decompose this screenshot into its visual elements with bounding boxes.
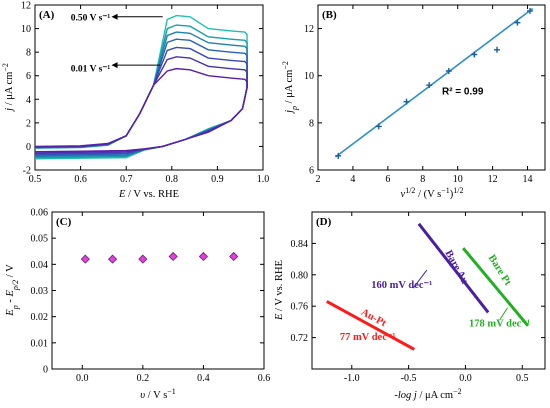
tafel-line bbox=[326, 300, 416, 351]
slope-label: 178 mV dec⁻¹ bbox=[469, 319, 530, 330]
x-tick-label: 0.0 bbox=[459, 373, 472, 384]
panel-label: (D) bbox=[316, 216, 332, 228]
x-tick-label: 0.5 bbox=[29, 174, 42, 185]
y-axis-label: E / V vs. RHE bbox=[274, 260, 285, 321]
x-tick-label: 0.4 bbox=[197, 373, 210, 384]
x-tick-label: -0.5 bbox=[401, 373, 417, 384]
y-tick-label: 10 bbox=[21, 24, 31, 35]
y-axis-label: jp / μA cm−2 bbox=[281, 61, 299, 115]
x-tick-label: 8 bbox=[420, 174, 425, 185]
x-tick-label: 4 bbox=[350, 174, 355, 185]
y-tick-label: 0.76 bbox=[291, 302, 309, 313]
x-tick-label: 0.9 bbox=[211, 174, 224, 185]
arrow-head bbox=[111, 13, 118, 20]
y-tick-label: 12 bbox=[21, 1, 31, 12]
y-tick-label: 0.84 bbox=[291, 239, 309, 250]
plot-frame bbox=[34, 4, 264, 171]
panel-a: 0.5 0.6 0.7 0.8 0.9 1.0 -2 0 2 4 6 8 10 12 (A) 0.50 V s… bbox=[1, 1, 270, 201]
data-point bbox=[229, 251, 239, 262]
tafel-line bbox=[417, 222, 490, 314]
y-axis-label: j / μA cm−2 bbox=[1, 63, 16, 113]
annotation-low-scan-rate: 0.01 V s⁻¹ bbox=[71, 65, 111, 75]
x-tick-label: 14 bbox=[523, 174, 533, 185]
y-tick-label: 0.72 bbox=[291, 333, 309, 344]
plot-frame bbox=[51, 211, 265, 370]
panel-label: (B) bbox=[322, 9, 337, 21]
data-point bbox=[198, 251, 208, 262]
y-tick-label: 6 bbox=[309, 166, 314, 177]
data-point bbox=[471, 51, 478, 58]
y-tick-label: 0.01 bbox=[31, 338, 49, 349]
panel-c: 0.0 0.2 0.4 0.6 0 0.01 0.02 0.03 0.04 0.05 0.06 (C)… bbox=[5, 208, 270, 402]
panel-b: 2 4 6 8 10 12 14 6 8 10 12 (B) R² = 0.99 v1/2 / (V s−… bbox=[281, 4, 546, 201]
x-tick-label: 0.6 bbox=[258, 373, 271, 384]
x-axis-label: υ / V s−1 bbox=[140, 387, 176, 402]
y-tick-label: 0.05 bbox=[31, 234, 49, 245]
r-squared-annotation: R² = 0.99 bbox=[442, 87, 484, 98]
cv-curve bbox=[34, 67, 248, 153]
panel-label: (C) bbox=[56, 216, 72, 228]
arrow-head bbox=[111, 62, 118, 69]
y-tick-label: 0 bbox=[26, 142, 31, 153]
data-point bbox=[138, 254, 148, 264]
y-tick-label: 12 bbox=[304, 24, 314, 35]
data-point bbox=[526, 7, 533, 14]
data-point bbox=[493, 46, 500, 53]
y-tick-label: 6 bbox=[26, 71, 31, 82]
y-tick-label: 0 bbox=[43, 365, 48, 376]
y-tick-label: 0.06 bbox=[31, 208, 49, 219]
data-point bbox=[403, 98, 410, 105]
y-tick-label: 10 bbox=[304, 71, 314, 82]
data-point bbox=[445, 68, 452, 74]
fit-line bbox=[334, 7, 534, 158]
x-tick-label: 2 bbox=[316, 174, 321, 185]
y-tick-label: 0.04 bbox=[31, 260, 49, 271]
x-tick-label: 6 bbox=[385, 174, 390, 185]
y-tick-label: -2 bbox=[23, 166, 31, 177]
x-tick-label: 12 bbox=[488, 174, 498, 185]
annotation-high-scan-rate: 0.50 V s⁻¹ bbox=[71, 13, 111, 23]
data-point bbox=[335, 152, 342, 159]
data-point bbox=[168, 251, 178, 262]
x-tick-label: 1.0 bbox=[257, 174, 270, 185]
y-tick-label: 8 bbox=[309, 118, 314, 129]
x-tick-label: 0.7 bbox=[120, 174, 133, 185]
y-tick-label: 0.80 bbox=[291, 270, 309, 281]
x-tick-label: 10 bbox=[453, 174, 463, 185]
slope-label: 160 mV dec⁻¹ bbox=[371, 280, 432, 291]
y-tick-label: 0.02 bbox=[31, 312, 49, 323]
tafel-line bbox=[462, 247, 530, 327]
x-tick-label: -1.0 bbox=[344, 373, 360, 384]
data-point bbox=[108, 254, 118, 264]
x-axis-label: E / V vs. RHE bbox=[118, 189, 179, 200]
x-tick-label: 0.6 bbox=[74, 174, 87, 185]
y-tick-label: 2 bbox=[26, 118, 31, 129]
data-point bbox=[375, 123, 382, 130]
y-tick-label: 0.03 bbox=[31, 286, 49, 297]
panel-label: (A) bbox=[39, 9, 55, 21]
y-axis-label: Ep - Ep/2 / V bbox=[5, 264, 20, 317]
slope-label: 77 mV dec⁻¹ bbox=[340, 332, 396, 343]
panel-d: -1.0 -0.5 0.0 0.50.720.760.800.84(D)Au-Pt77… bbox=[274, 211, 546, 402]
x-axis-label: -log j / μA cm−2 bbox=[394, 387, 461, 402]
data-point bbox=[514, 19, 521, 26]
y-tick-label: 4 bbox=[26, 95, 31, 106]
label-pointer bbox=[412, 269, 428, 289]
x-tick-label: 0.8 bbox=[166, 174, 179, 185]
x-axis-label: v1/2 / (V s−1)1/2 bbox=[401, 186, 464, 201]
data-point bbox=[426, 82, 433, 89]
label-pointer bbox=[499, 307, 508, 321]
x-tick-label: 0.0 bbox=[76, 373, 89, 384]
x-tick-label: 0.2 bbox=[137, 373, 150, 384]
y-tick-label: 8 bbox=[26, 48, 31, 59]
data-point bbox=[80, 254, 90, 264]
x-tick-label: 0.5 bbox=[516, 373, 529, 384]
